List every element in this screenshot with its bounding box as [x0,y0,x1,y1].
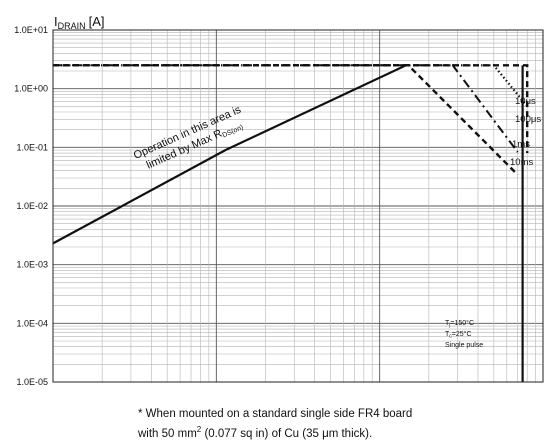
y-tick-label: 1.0E-04 [16,318,48,328]
y-tick-labels: 1.0E+01 1.0E+00 1.0E-01 1.0E-02 1.0E-03 1.0E-… [14,25,48,387]
footnote-line1: * When mounted on a standard single side… [138,408,413,420]
curve-labels: 10μs 100μs 1ms 10ms [510,96,541,168]
conditions-tc: Tc=25°C [445,330,472,340]
soa-curves [52,64,529,382]
y-axis-label: IDRAIN [A] [54,14,105,31]
curve-label: 10μs [515,96,536,107]
grid [52,30,543,383]
curve-label: 100μs [515,114,541,125]
rds-limit-line [52,64,407,245]
curve-label: 1ms [512,139,530,150]
y-tick-label: 1.0E+01 [14,25,48,35]
plot-frame [52,29,544,383]
y-tick-label: 1.0E+00 [14,84,48,94]
conditions-single-pulse: Single pulse [445,342,483,349]
series-line-1ms [53,64,529,153]
y-tick-label: 1.0E-01 [16,142,48,152]
curve-label: 10ms [510,157,533,168]
y-tick-label: 1.0E-03 [16,260,48,270]
y-tick-label: 1.0E-02 [16,201,48,211]
footnote: * When mounted on a standard single side… [138,407,412,442]
footnote-line2: with 50 mm2 (0.077 sq in) of Cu (35 μm t… [138,425,373,440]
safe-operating-area-chart: 1.0E+01 1.0E+00 1.0E-01 1.0E-02 1.0E-03 1.0E-… [14,14,544,387]
conditions-tj: Tj=150°C [445,319,474,329]
series-line-10ms [53,64,519,176]
y-tick-label: 1.0E-05 [16,377,48,387]
